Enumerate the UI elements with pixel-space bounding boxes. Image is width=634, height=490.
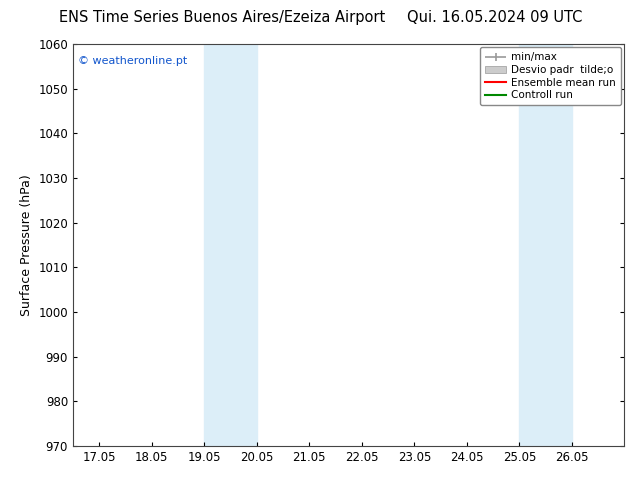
Bar: [204, 44, 257, 446]
Bar: [519, 44, 572, 446]
Y-axis label: Surface Pressure (hPa): Surface Pressure (hPa): [20, 174, 33, 316]
Text: Qui. 16.05.2024 09 UTC: Qui. 16.05.2024 09 UTC: [407, 10, 582, 24]
Legend: min/max, Desvio padr  tilde;o, Ensemble mean run, Controll run: min/max, Desvio padr tilde;o, Ensemble m…: [480, 47, 621, 105]
Text: © weatheronline.pt: © weatheronline.pt: [79, 56, 188, 66]
Text: ENS Time Series Buenos Aires/Ezeiza Airport: ENS Time Series Buenos Aires/Ezeiza Airp…: [59, 10, 385, 24]
